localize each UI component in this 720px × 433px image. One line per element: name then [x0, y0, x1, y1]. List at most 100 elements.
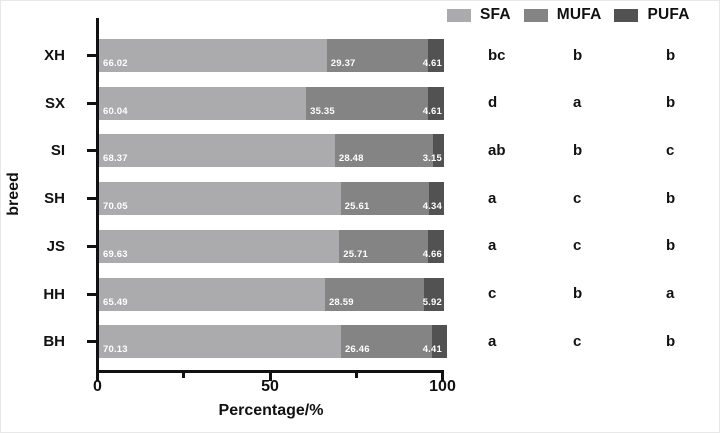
value-label-mufa: 35.35: [310, 105, 335, 117]
category-label-sx: SX: [44, 94, 65, 112]
significance-letter: c: [666, 141, 675, 159]
category-label-si: SI: [50, 142, 65, 160]
bar-row-hh: 65.49 28.59 5.92: [99, 277, 444, 311]
plot-area: 66.02 29.37 4.61 60.04 35.35 4.61 68.37 28.48 3.…: [99, 18, 448, 370]
x-axis-tick-label: 50: [261, 378, 279, 395]
significance-letter: a: [666, 285, 675, 302]
significance-letter: c: [573, 237, 582, 255]
value-label-pufa: 4.66: [422, 248, 442, 260]
significance-letter: a: [488, 189, 497, 207]
bar-segment-sfa: 65.49: [99, 277, 325, 311]
bar-row-js: 69.63 25.71 4.66: [99, 229, 444, 263]
significance-letter: bc: [488, 46, 506, 64]
significance-letter: a: [488, 237, 497, 255]
category-label-hh: HH: [43, 285, 65, 303]
bar-segment-pufa: [428, 86, 444, 120]
significance-letter: b: [573, 46, 583, 64]
y-axis-tick: [87, 149, 96, 153]
bar-segment-sfa: 60.04: [99, 86, 307, 120]
bar-row-xh: 66.02 29.37 4.61: [99, 39, 444, 72]
bar-segment-mufa: 26.46: [340, 325, 433, 359]
x-axis-line: [96, 370, 444, 373]
significance-letter: a: [488, 332, 497, 350]
value-label-sfa: 69.63: [103, 248, 128, 260]
bar-segment-sfa: 70.13: [99, 325, 341, 359]
bar-segment-pufa: [428, 39, 444, 72]
value-label-mufa: 28.59: [328, 296, 354, 308]
y-axis-tick: [87, 101, 96, 105]
value-label-pufa: 4.41: [422, 344, 442, 356]
y-axis-tick: [87, 292, 96, 296]
significance-letter: c: [488, 285, 497, 302]
y-axis-tick: [87, 54, 96, 57]
legend: SFA MUFA PUFA: [447, 6, 690, 24]
x-axis-minor-tick: [182, 373, 186, 378]
significance-letter: a: [573, 94, 582, 112]
legend-item-mufa: MUFA: [523, 6, 602, 24]
significance-letter: c: [573, 332, 582, 350]
value-label-mufa: 28.48: [338, 153, 364, 165]
x-axis-major-tick: [96, 373, 99, 381]
significance-letter: d: [488, 94, 498, 112]
significance-letter: b: [666, 189, 676, 207]
bar-segment-pufa: [427, 229, 444, 263]
significance-letter: b: [666, 332, 676, 350]
bar-segment-pufa: [433, 134, 444, 168]
x-axis-major-tick: [441, 373, 444, 381]
x-axis-tick-label: 100: [429, 378, 456, 395]
value-label-sfa: 70.05: [103, 201, 128, 213]
significance-letter: b: [573, 285, 583, 302]
significance-letter: b: [666, 94, 676, 112]
bar-row-si: 68.37 28.48 3.15: [99, 134, 444, 168]
value-label-sfa: 68.37: [103, 153, 128, 165]
x-axis-minor-tick: [354, 373, 358, 378]
bar-segment-mufa: 29.37: [326, 39, 429, 72]
significance-letter: b: [573, 141, 583, 159]
value-label-mufa: 29.37: [330, 58, 356, 69]
legend-label-pufa: PUFA: [647, 6, 690, 23]
bar-segment-mufa: 28.48: [334, 134, 434, 168]
value-label-sfa: 65.49: [103, 296, 128, 308]
bar-segment-mufa: 25.71: [339, 229, 428, 263]
y-axis-tick: [87, 197, 96, 201]
bar-row-bh: 70.13 26.46 4.41: [99, 325, 448, 359]
bar-segment-pufa: [429, 182, 444, 216]
value-label-pufa: 4.61: [422, 105, 442, 117]
bar-segment-pufa: [423, 277, 444, 311]
value-label-pufa: 5.92: [422, 296, 442, 308]
category-label-sh: SH: [44, 190, 65, 208]
x-axis-title: Percentage/%: [218, 402, 324, 419]
value-label-mufa: 25.71: [343, 248, 368, 260]
category-label-js: JS: [46, 237, 65, 255]
value-label-sfa: 60.04: [103, 105, 128, 117]
bar-segment-mufa: 28.59: [324, 277, 424, 311]
bar-segment-pufa: [432, 325, 448, 359]
bar-segment-mufa: 25.61: [340, 182, 430, 216]
value-label-pufa: 4.34: [422, 201, 442, 213]
legend-swatch-pufa-icon: [614, 8, 639, 22]
value-label-sfa: 70.13: [103, 344, 128, 356]
value-label-pufa: 3.15: [422, 153, 442, 165]
y-axis-line: [96, 18, 99, 373]
value-label-pufa: 4.61: [422, 58, 442, 69]
significance-letter: ab: [488, 141, 506, 159]
legend-swatch-mufa-icon: [523, 8, 548, 22]
x-axis-tick-label: 0: [93, 378, 102, 395]
value-label-mufa: 25.61: [344, 201, 370, 213]
value-label-sfa: 66.02: [103, 58, 128, 69]
legend-label-mufa: MUFA: [556, 6, 602, 23]
bar-segment-sfa: 68.37: [99, 134, 335, 168]
category-label-bh: BH: [43, 333, 65, 351]
legend-item-sfa: SFA: [447, 6, 511, 24]
y-axis-tick: [87, 244, 96, 248]
bar-row-sh: 70.05 25.61 4.34: [99, 182, 444, 216]
category-label-xh: XH: [44, 47, 65, 64]
bar-segment-mufa: 35.35: [306, 86, 429, 120]
legend-item-pufa: PUFA: [614, 6, 689, 24]
significance-letter: b: [666, 46, 676, 64]
value-label-mufa: 26.46: [344, 344, 370, 356]
legend-label-sfa: SFA: [480, 6, 511, 23]
significance-letter: c: [573, 189, 582, 207]
legend-swatch-sfa-icon: [447, 8, 471, 22]
